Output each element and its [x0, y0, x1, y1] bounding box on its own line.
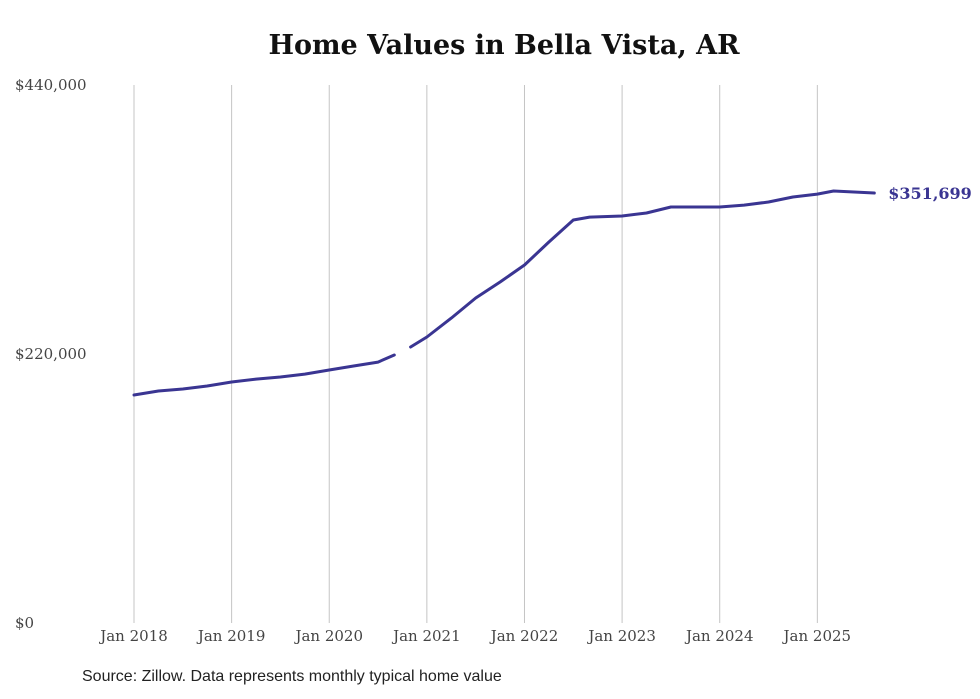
y-tick-label: $0	[15, 614, 34, 632]
x-tick-label: Jan 2018	[98, 627, 168, 645]
y-tick-label: $440,000	[15, 76, 87, 94]
series-line	[409, 189, 876, 349]
x-tick-label: Jan 2025	[782, 627, 852, 645]
end-value-label: $351,699	[888, 184, 972, 203]
series-line	[132, 353, 396, 397]
source-note: Source: Zillow. Data represents monthly …	[82, 668, 502, 685]
x-tick-label: Jan 2020	[293, 627, 363, 645]
x-tick-label: Jan 2022	[489, 627, 559, 645]
x-tick-label: Jan 2019	[196, 627, 266, 645]
x-tick-label: Jan 2021	[391, 627, 461, 645]
x-tick-label: Jan 2024	[684, 627, 754, 645]
x-tick-label: Jan 2023	[586, 627, 656, 645]
y-tick-label: $220,000	[15, 345, 87, 363]
chart-title: Home Values in Bella Vista, AR	[268, 30, 740, 61]
